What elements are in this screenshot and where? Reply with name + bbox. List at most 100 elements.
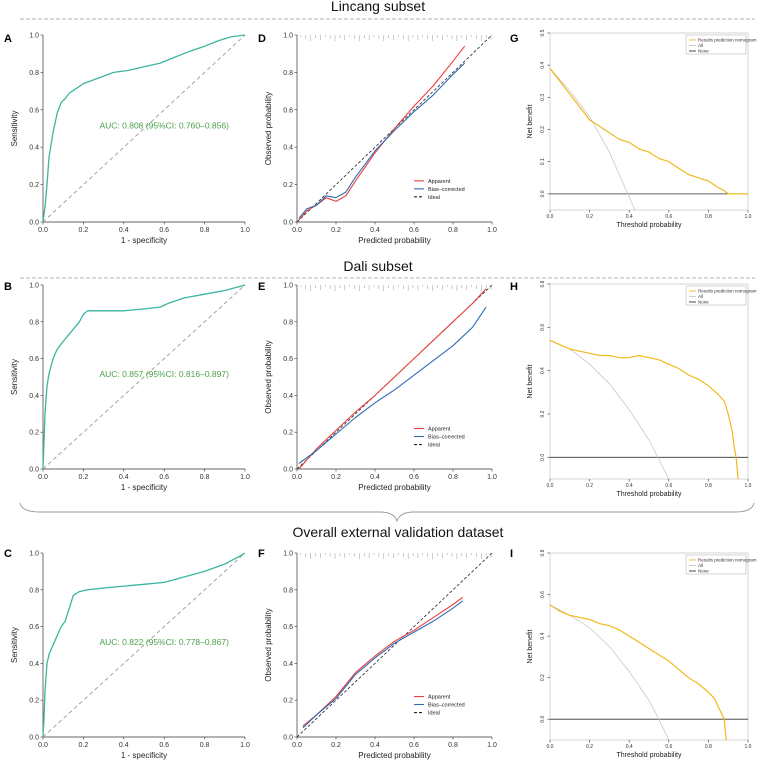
panel-f-x-tick-label: 0.4 xyxy=(370,742,380,749)
panel-a-x-tick-label: 1.0 xyxy=(240,227,250,234)
panel-d-letter: D xyxy=(258,33,266,45)
panel-g-legend-box xyxy=(685,34,747,55)
panel-f-legend-label: Bias–corrected xyxy=(428,703,465,709)
panel-c-y-axis-label: Sensitivity xyxy=(10,627,19,663)
panel-d-x-tick-label: 0.8 xyxy=(448,227,458,234)
panel-e: E 0.0 0.2 0.4 0.6 0.8 1.0 0.0 0.2 0.4 0.6 0.8 1.0 Pre… xyxy=(258,281,497,492)
panel-c-x-tick-label: 0.0 xyxy=(38,742,48,749)
panel-d-legend-label: Apparent xyxy=(428,179,451,185)
panel-f-legend-label: Ideal xyxy=(428,711,440,717)
panel-b-y-tick-label: 0.2 xyxy=(29,430,39,437)
panel-c-x-axis-label: 1 - specificity xyxy=(121,751,167,760)
panel-f: F 0.0 0.2 0.4 0.6 0.8 1.0 0.0 0.2 0.4 0.6 0.8 1.0 Pre… xyxy=(258,548,497,760)
panel-c-y-tick-label: 0.2 xyxy=(29,698,39,705)
panel-g-nomogram-line xyxy=(550,68,748,195)
panel-c-x-tick-label: 0.8 xyxy=(200,742,210,749)
panel-d-y-tick-label: 0.0 xyxy=(283,220,293,227)
section-title-lincang: Lincang subset xyxy=(331,0,425,14)
panel-i: I 0.0 0.2 0.4 0.6 0.8 1.0 0.0 0.2 0.4 0.6 0.8 Thresh… xyxy=(510,548,757,759)
panel-e-x-axis-label: Predicted probability xyxy=(358,483,430,492)
panel-g-y-tick-label: 0.0 xyxy=(540,190,546,197)
panel-b-auc-annotation: AUC: 0.857 (95%CI: 0.816–0.897) xyxy=(99,369,229,379)
panel-h-y-tick-label: 0.0 xyxy=(540,454,546,461)
panel-c-y-tick-label: 0.8 xyxy=(29,587,39,594)
panel-a-x-tick-label: 0.2 xyxy=(79,227,89,234)
panel-a-y-tick-label: 0.4 xyxy=(29,145,39,152)
panel-c-roc-curve xyxy=(42,552,246,738)
panel-h-y-tick-label: 0.2 xyxy=(540,410,546,417)
panel-a-x-axis-label: 1 - specificity xyxy=(121,236,167,245)
panel-b-y-tick-label: 0.6 xyxy=(29,356,39,363)
panel-h-y-tick-label: 0.4 xyxy=(540,367,546,374)
panel-i-x-tick-label: 0.0 xyxy=(547,744,554,750)
panel-h-y-tick-label: 0.8 xyxy=(540,280,546,287)
panel-e-letter: E xyxy=(258,281,265,293)
panel-b-roc-curve xyxy=(42,284,246,470)
panel-d-x-tick-label: 1.0 xyxy=(487,227,497,234)
panel-g-frame xyxy=(549,32,749,211)
section-title-dali: Dali subset xyxy=(343,258,412,274)
panel-c-y-tick-label: 1.0 xyxy=(29,551,39,558)
panel-h-nomogram-line xyxy=(550,339,739,479)
panel-d-y-tick-label: 0.4 xyxy=(283,145,293,152)
panel-e-x-tick-label: 1.0 xyxy=(487,474,497,481)
panel-b-y-tick-label: 0.4 xyxy=(29,393,39,400)
panel-f-y-tick-label: 0.2 xyxy=(283,698,293,705)
panel-c: C 0.0 0.2 0.4 0.6 0.8 1.0 0.0 0.2 0.4 0.6 0.8 1.0 1 -… xyxy=(4,548,250,760)
panel-i-x-tick-label: 0.2 xyxy=(586,744,593,750)
panel-a-y-tick-label: 0.2 xyxy=(29,182,39,189)
panel-c-chance-diagonal xyxy=(42,552,246,738)
panel-a-y-tick-label: 0.0 xyxy=(29,220,39,227)
panel-f-x-tick-label: 0.6 xyxy=(409,742,419,749)
panel-f-y-tick-label: 0.4 xyxy=(283,661,293,668)
panel-i-legend-box xyxy=(685,554,747,575)
panel-g-y-tick-label: 0.2 xyxy=(540,126,546,133)
panel-e-x-tick-label: 0.6 xyxy=(409,474,419,481)
panel-d-y-tick-label: 1.0 xyxy=(283,33,293,40)
panel-a-roc-curve xyxy=(42,34,246,223)
panel-a-letter: A xyxy=(4,33,12,45)
panel-d-y-tick-label: 0.8 xyxy=(283,70,293,77)
panel-i-letter: I xyxy=(510,548,513,560)
panel-f-x-tick-label: 0.0 xyxy=(292,742,302,749)
panel-e-legend-label: Apparent xyxy=(428,427,451,433)
panel-h-legend-label: All xyxy=(698,294,703,299)
panel-b-x-tick-label: 0.2 xyxy=(79,474,89,481)
panel-h-legend-label: Results prediction nomogram xyxy=(698,289,757,294)
panel-h-x-tick-label: 1.0 xyxy=(745,483,752,489)
panel-i-x-tick-label: 0.8 xyxy=(705,744,712,750)
panel-h-y-tick-label: 0.6 xyxy=(540,324,546,331)
panel-g-all-line xyxy=(550,68,636,210)
panel-b-x-tick-label: 0.0 xyxy=(38,474,48,481)
panel-c-x-tick-label: 0.6 xyxy=(159,742,169,749)
panel-g-letter: G xyxy=(510,33,519,45)
panel-e-legend-label: Bias–corrected xyxy=(428,435,465,441)
panel-d-x-tick-label: 0.6 xyxy=(409,227,419,234)
panel-a-auc-annotation: AUC: 0.808 (95%CI: 0.760–0.856) xyxy=(99,121,229,131)
panel-c-x-tick-label: 0.2 xyxy=(79,742,89,749)
panel-b-letter: B xyxy=(4,281,12,293)
panel-i-y-tick-label: 0.6 xyxy=(540,591,546,598)
panel-h-letter: H xyxy=(510,281,518,293)
panel-f-y-tick-label: 0.8 xyxy=(283,587,293,594)
panel-i-y-axis-label: Net benefit xyxy=(527,630,534,664)
panel-i-curves xyxy=(550,604,748,740)
panel-a-x-tick-label: 0.0 xyxy=(38,227,48,234)
panel-b-x-axis-label: 1 - specificity xyxy=(121,483,167,492)
panel-h-x-tick-label: 0.2 xyxy=(586,483,593,489)
panel-i-x-tick-label: 0.6 xyxy=(665,744,672,750)
panel-b-chance-diagonal xyxy=(42,284,246,470)
panel-g-y-tick-label: 0.1 xyxy=(540,158,546,165)
panel-c-y-tick-label: 0.0 xyxy=(29,735,39,742)
section-title-overall: Overall external validation dataset xyxy=(293,524,504,540)
panel-e-x-tick-label: 0.4 xyxy=(370,474,380,481)
panel-h-x-axis-label: Threshold probability xyxy=(617,491,682,498)
panel-d-x-tick-label: 0.0 xyxy=(292,227,302,234)
panel-e-y-tick-label: 1.0 xyxy=(283,283,293,290)
panel-d-legend-label: Bias–corrected xyxy=(428,187,465,193)
panel-h-x-tick-label: 0.0 xyxy=(547,483,554,489)
panel-g-legend-label: Results prediction nomogram xyxy=(698,38,757,43)
panel-f-y-axis-label: Observed probability xyxy=(264,608,273,681)
panel-e-x-tick-label: 0.2 xyxy=(331,474,341,481)
panel-b-y-tick-label: 0.8 xyxy=(29,319,39,326)
